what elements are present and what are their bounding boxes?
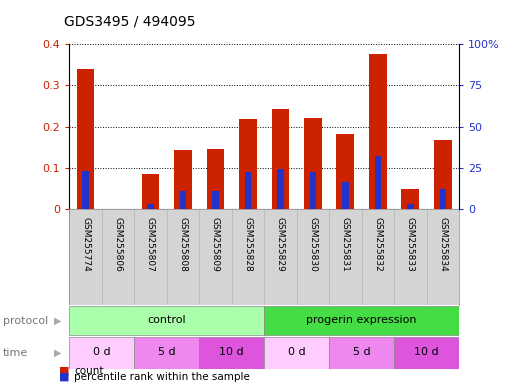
Bar xyxy=(212,191,219,209)
Bar xyxy=(440,189,446,209)
Text: GSM255832: GSM255832 xyxy=(373,217,382,272)
Bar xyxy=(207,149,224,209)
Bar xyxy=(342,182,349,209)
Bar xyxy=(277,169,284,209)
Text: GSM255774: GSM255774 xyxy=(81,217,90,272)
Bar xyxy=(337,134,354,209)
Bar xyxy=(304,118,322,209)
Text: GSM255806: GSM255806 xyxy=(113,217,123,272)
Text: GSM255830: GSM255830 xyxy=(308,217,318,272)
Bar xyxy=(69,306,264,335)
Bar xyxy=(402,189,419,209)
Text: GSM255808: GSM255808 xyxy=(179,217,187,272)
Text: GSM255829: GSM255829 xyxy=(276,217,285,272)
Text: protocol: protocol xyxy=(3,316,48,326)
Text: 0 d: 0 d xyxy=(288,347,306,357)
Bar xyxy=(147,204,154,209)
Text: ■: ■ xyxy=(59,372,69,382)
Text: 10 d: 10 d xyxy=(415,347,439,357)
Text: 5 d: 5 d xyxy=(353,347,370,357)
Bar xyxy=(76,69,94,209)
Text: percentile rank within the sample: percentile rank within the sample xyxy=(74,372,250,382)
Text: time: time xyxy=(3,348,28,358)
Text: progerin expression: progerin expression xyxy=(306,315,417,325)
Bar xyxy=(69,337,134,369)
Text: count: count xyxy=(74,366,104,376)
Bar xyxy=(329,337,394,369)
Bar xyxy=(134,337,199,369)
Bar xyxy=(374,156,381,209)
Text: GSM255834: GSM255834 xyxy=(439,217,447,272)
Bar xyxy=(407,204,413,209)
Text: GDS3495 / 494095: GDS3495 / 494095 xyxy=(64,15,195,29)
Text: ▶: ▶ xyxy=(54,316,62,326)
Text: 10 d: 10 d xyxy=(220,347,244,357)
Text: GSM255809: GSM255809 xyxy=(211,217,220,272)
Bar xyxy=(82,171,89,209)
Text: GSM255828: GSM255828 xyxy=(244,217,252,272)
Bar xyxy=(245,172,251,209)
Bar xyxy=(142,174,160,209)
Bar xyxy=(174,150,192,209)
Text: GSM255807: GSM255807 xyxy=(146,217,155,272)
Bar xyxy=(264,306,459,335)
Bar xyxy=(264,337,329,369)
Bar xyxy=(271,109,289,209)
Text: control: control xyxy=(147,315,186,325)
Text: 0 d: 0 d xyxy=(93,347,111,357)
Bar xyxy=(369,55,387,209)
Bar xyxy=(394,337,459,369)
Text: ■: ■ xyxy=(59,366,69,376)
Bar xyxy=(434,140,452,209)
Bar xyxy=(180,191,186,209)
Bar xyxy=(239,119,257,209)
Bar xyxy=(310,172,316,209)
Text: GSM255833: GSM255833 xyxy=(406,217,415,272)
Bar xyxy=(199,337,264,369)
Text: 5 d: 5 d xyxy=(158,347,175,357)
Text: ▶: ▶ xyxy=(54,348,62,358)
Text: GSM255831: GSM255831 xyxy=(341,217,350,272)
